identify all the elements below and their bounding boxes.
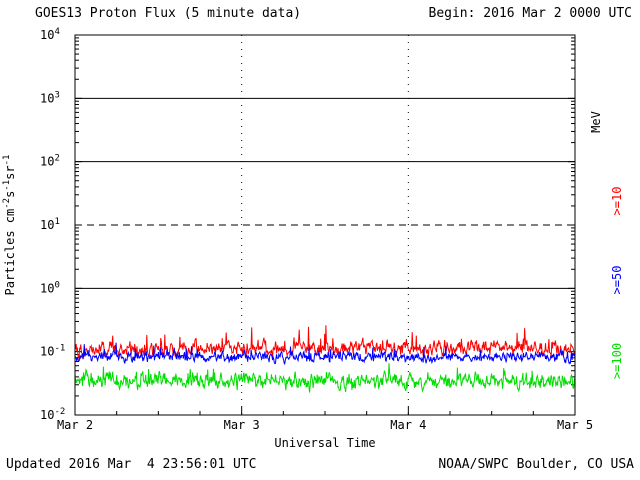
svg-text:103: 103 [40,90,60,105]
svg-text:10-2: 10-2 [40,407,65,422]
svg-text:101: 101 [40,217,60,232]
legend-ge100-label: >=100 [610,343,624,379]
updated-timestamp: Updated 2016 Mar 4 23:56:01 UTC [6,457,257,472]
data-series [75,325,575,393]
begin-label: Begin: 2016 Mar 2 0000 UTC [428,6,633,21]
legend-ge10-label: >=10 [610,187,624,216]
svg-text:104: 104 [40,27,60,42]
svg-text:10-1: 10-1 [40,344,65,359]
svg-text:Mar 4: Mar 4 [390,418,426,432]
gridlines [75,35,575,415]
svg-text:Mar 2: Mar 2 [57,418,93,432]
chart-title: GOES13 Proton Flux (5 minute data) [35,6,302,21]
series-100mev-line [75,363,575,393]
svg-text:Mar 3: Mar 3 [224,418,260,432]
legend-ge50-label: >=50 [610,266,624,295]
svg-text:Mar 5: Mar 5 [557,418,593,432]
series-10mev-line [75,325,575,360]
svg-text:102: 102 [40,154,60,169]
right-axis-unit-label: MeV [589,111,603,133]
svg-text:100: 100 [40,280,60,295]
svg-text:Particles cm-2s-1sr-1: Particles cm-2s-1sr-1 [2,155,17,296]
x-axis-label: Universal Time [274,436,375,450]
plot-border [74,34,576,416]
series-50mev-line [75,342,575,366]
source-credit: NOAA/SWPC Boulder, CO USA [438,457,634,472]
